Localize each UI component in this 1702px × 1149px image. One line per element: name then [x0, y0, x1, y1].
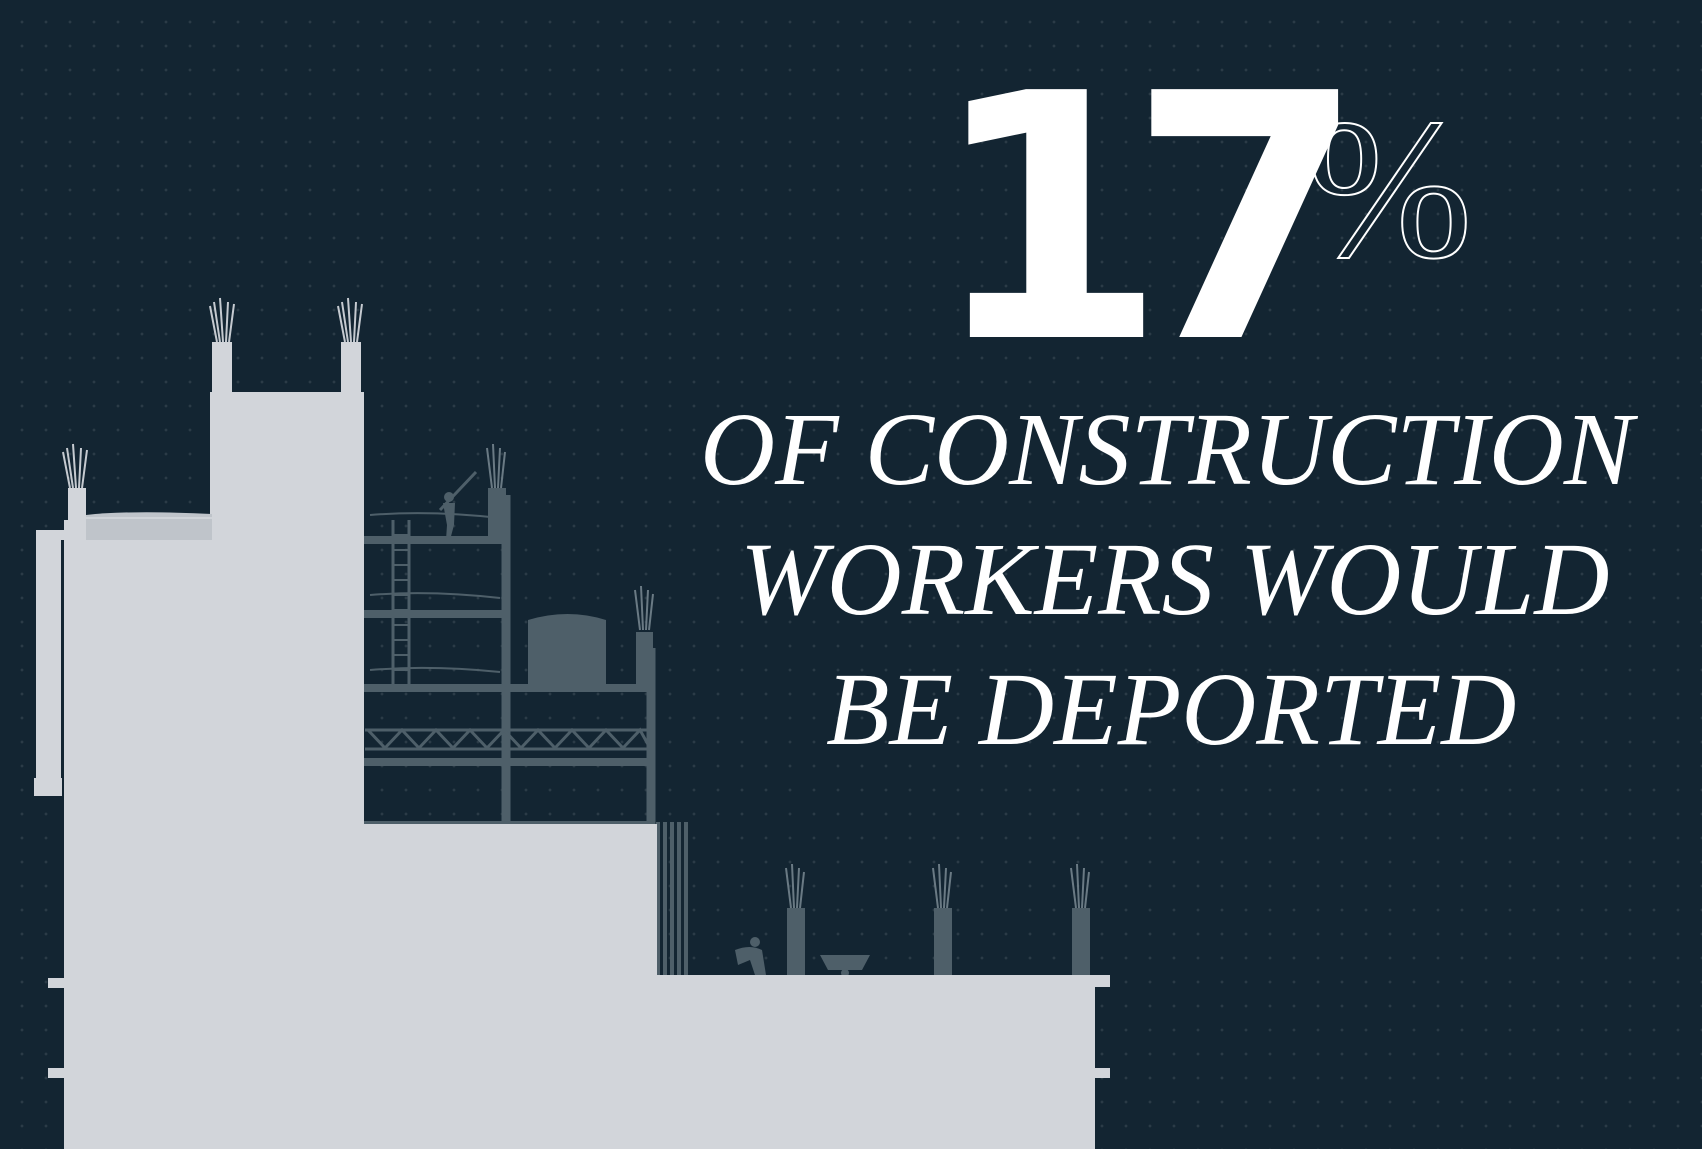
- wheelbarrow-icon: [820, 955, 870, 977]
- caption-line-3: BE DEPORTED: [826, 652, 1517, 767]
- stat-caption: OF CONSTRUCTION WORKERS WOULD BE DEPORTE…: [700, 385, 1702, 775]
- caption-line-2: WORKERS WOULD: [740, 522, 1610, 637]
- worker-silhouette-icon: [438, 470, 478, 540]
- percent-sign: %: [1305, 79, 1474, 300]
- caption-line-1: OF CONSTRUCTION: [700, 392, 1634, 507]
- statistic: 17 %: [930, 50, 1490, 390]
- building-mass: [34, 342, 1110, 1149]
- scaffolding-structure: [363, 495, 656, 827]
- stat-number: 17: [930, 22, 1365, 418]
- worker-silhouette-icon: [735, 937, 766, 975]
